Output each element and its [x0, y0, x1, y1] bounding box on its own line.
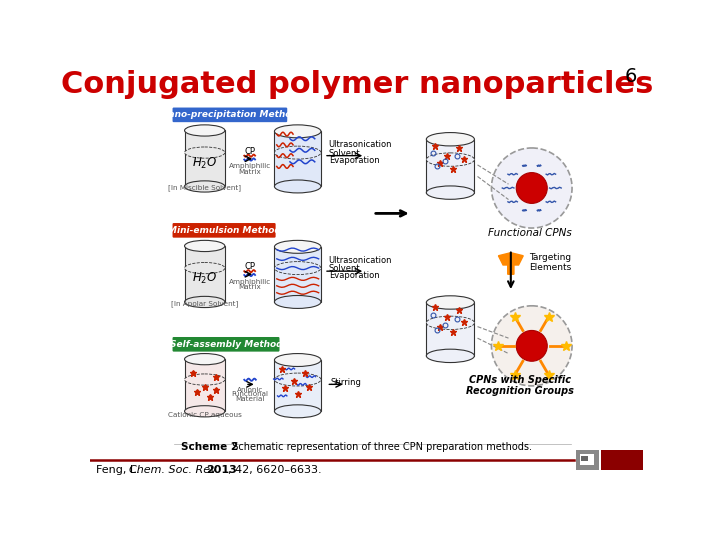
FancyBboxPatch shape [173, 223, 276, 238]
Ellipse shape [426, 316, 474, 329]
Text: Scheme 2: Scheme 2 [181, 442, 238, 452]
Text: Amphiphilic: Amphiphilic [228, 279, 271, 285]
Text: Material: Material [235, 396, 264, 402]
Ellipse shape [184, 354, 225, 364]
Text: Stirring: Stirring [330, 377, 361, 387]
Bar [274, 131, 321, 186]
Ellipse shape [274, 240, 321, 253]
Text: Self-assembly Method: Self-assembly Method [170, 340, 282, 349]
Ellipse shape [184, 125, 225, 136]
Ellipse shape [274, 146, 321, 159]
Text: $H_2O$: $H_2O$ [192, 156, 217, 171]
Ellipse shape [426, 132, 474, 146]
Text: Schematic representation of three CPN preparation methods.: Schematic representation of three CPN pr… [225, 442, 531, 452]
Ellipse shape [426, 186, 474, 199]
Bar [580, 454, 594, 465]
Ellipse shape [184, 147, 225, 158]
Text: Evaporation: Evaporation [329, 156, 379, 165]
Ellipse shape [184, 374, 225, 385]
Ellipse shape [184, 181, 225, 192]
Bar [576, 450, 599, 470]
Ellipse shape [274, 295, 321, 308]
Text: Functional: Functional [231, 392, 268, 397]
Bar [274, 247, 321, 302]
Ellipse shape [274, 180, 321, 193]
Text: [In Apolar Solvent]: [In Apolar Solvent] [171, 300, 238, 307]
Polygon shape [498, 253, 523, 274]
FancyBboxPatch shape [173, 337, 279, 352]
Ellipse shape [274, 354, 321, 367]
Text: Matrix: Matrix [238, 168, 261, 175]
Text: Ultrasonication: Ultrasonication [329, 140, 392, 150]
Text: 2013: 2013 [206, 465, 237, 475]
Bar [581, 456, 588, 461]
Ellipse shape [184, 262, 225, 274]
Circle shape [492, 306, 572, 386]
Bar [184, 131, 225, 186]
Circle shape [516, 330, 547, 361]
Text: CPNs with Specific
Recognition Groups: CPNs with Specific Recognition Groups [466, 375, 574, 396]
Text: Solvent: Solvent [329, 149, 360, 158]
Text: CP: CP [244, 262, 255, 271]
Bar [426, 139, 474, 193]
Text: [In Miscible Solvent]: [In Miscible Solvent] [168, 185, 241, 191]
Text: Nano-precipitation Method: Nano-precipitation Method [161, 110, 298, 119]
Text: $H_2O$: $H_2O$ [192, 271, 217, 286]
Circle shape [492, 148, 572, 228]
Ellipse shape [426, 296, 474, 309]
Text: , 42, 6620–6633.: , 42, 6620–6633. [228, 465, 322, 475]
Text: 6: 6 [625, 67, 637, 86]
Bar [426, 302, 474, 356]
Text: Amphiphilic: Amphiphilic [228, 164, 271, 170]
Ellipse shape [274, 405, 321, 418]
Ellipse shape [426, 153, 474, 166]
Text: Feng, L.: Feng, L. [96, 465, 143, 475]
Ellipse shape [274, 373, 321, 386]
Text: Conjugated polymer nanoparticles: Conjugated polymer nanoparticles [61, 70, 654, 98]
Bar [184, 359, 225, 411]
Circle shape [516, 173, 547, 204]
Ellipse shape [426, 349, 474, 362]
Text: CP: CP [244, 146, 255, 156]
Text: Targeting
Elements: Targeting Elements [528, 253, 571, 272]
Text: Anionic: Anionic [236, 387, 263, 393]
Bar [600, 450, 644, 470]
Ellipse shape [274, 261, 321, 274]
Ellipse shape [184, 296, 225, 308]
Text: Cationic CP aqueous: Cationic CP aqueous [168, 413, 242, 418]
Ellipse shape [184, 240, 225, 252]
Text: Functional CPNs: Functional CPNs [488, 228, 572, 238]
Text: Solvent: Solvent [329, 265, 360, 273]
Bar [274, 360, 321, 411]
Text: Chem. Soc. Rev.: Chem. Soc. Rev. [129, 465, 219, 475]
Text: Matrix: Matrix [238, 284, 261, 291]
Text: Mini-emulsion Method: Mini-emulsion Method [168, 226, 281, 235]
Ellipse shape [274, 125, 321, 138]
FancyBboxPatch shape [173, 107, 287, 122]
Bar [184, 246, 225, 302]
Text: Evaporation: Evaporation [329, 271, 379, 280]
Text: Ultrasonication: Ultrasonication [329, 256, 392, 265]
Ellipse shape [184, 406, 225, 417]
